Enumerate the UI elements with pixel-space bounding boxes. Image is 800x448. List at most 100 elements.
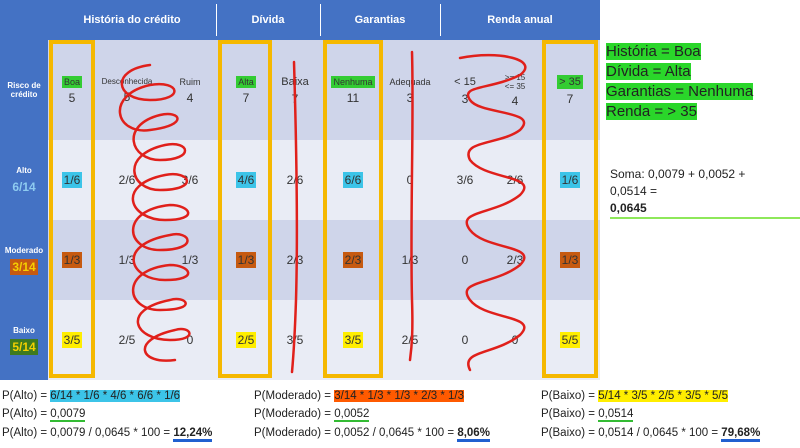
cell-value: 1/3 bbox=[61, 252, 83, 268]
cell-baixo-ruim: 0 bbox=[166, 300, 214, 380]
cell-alto-lt15: 3/6 bbox=[442, 140, 488, 220]
selection-box-boa bbox=[49, 40, 95, 378]
cell-value: 1/3 bbox=[235, 252, 257, 268]
cell-alto-adequada: 0 bbox=[382, 140, 438, 220]
col-label: Ruim bbox=[179, 76, 201, 87]
risco-label: Risco de crédito bbox=[0, 40, 48, 140]
alto-formula-2: P(Alto) = 0,0079 bbox=[2, 408, 86, 422]
col-alta: Alta 7 bbox=[222, 40, 270, 140]
row-label-moderado: Moderado 3/14 bbox=[0, 220, 48, 300]
header-divider bbox=[320, 4, 321, 36]
cell-value: 4/6 bbox=[235, 172, 257, 188]
col-label-bottom: <= 35 bbox=[504, 81, 526, 91]
cell-value: 0 bbox=[406, 173, 414, 187]
cell-baixo-15-35: 0 bbox=[490, 300, 540, 380]
scribble-historia bbox=[118, 63, 191, 362]
col-ruim: Ruim 4 bbox=[166, 40, 214, 140]
prior-prob: 5/14 bbox=[10, 338, 38, 355]
cell-value: 1/3 bbox=[118, 253, 136, 267]
prefix: P(Alto) = bbox=[2, 390, 51, 402]
cell-alto-alta: 4/6 bbox=[222, 140, 270, 220]
cell-baixo-gt35: 5/5 bbox=[546, 300, 594, 380]
soma-line1: Soma: 0,0079 + 0,0052 + bbox=[610, 167, 746, 181]
col-gt35: > 35 7 bbox=[546, 40, 594, 140]
col-nenhuma: Nenhuma 11 bbox=[326, 40, 380, 140]
moderado-expr: 3/14 * 1/3 * 1/3 * 2/3 * 1/3 bbox=[334, 390, 465, 402]
prefix: P(Moderado) = bbox=[254, 408, 335, 420]
header-divider bbox=[440, 4, 441, 36]
cell-value: 0 bbox=[186, 333, 194, 347]
cell-alto-nenhuma: 6/6 bbox=[326, 140, 380, 220]
cell-value: 1/6 bbox=[559, 172, 581, 188]
col-count: 7 bbox=[566, 91, 574, 106]
risco-label-line2: crédito bbox=[10, 90, 38, 99]
col-boa: Boa 5 bbox=[50, 40, 94, 140]
col-label: Boa bbox=[61, 75, 82, 88]
col-label: Desconhecida bbox=[101, 77, 153, 86]
cell-moderado-baixa: 2/3 bbox=[272, 220, 318, 300]
cell-moderado-desconhecida: 1/3 bbox=[94, 220, 160, 300]
cell-value: 0 bbox=[461, 333, 469, 347]
side-line-garantias: Garantias = Nenhuma bbox=[606, 82, 754, 102]
col-count: 4 bbox=[511, 93, 519, 108]
prior-prob: 3/14 bbox=[10, 258, 38, 275]
cell-baixo-boa: 3/5 bbox=[50, 300, 94, 380]
cell-value: 1/6 bbox=[61, 172, 83, 188]
baixo-formula-2: P(Baixo) = 0,0514 bbox=[541, 408, 634, 422]
cell-alto-gt35: 1/6 bbox=[546, 140, 594, 220]
cell-moderado-gt35: 1/3 bbox=[546, 220, 594, 300]
side-highlight: História = Boa bbox=[606, 43, 701, 60]
prior-prob: 6/14 bbox=[12, 179, 36, 194]
baixo-val: 0,0514 bbox=[598, 408, 634, 422]
col-lt15: < 15 3 bbox=[442, 40, 488, 140]
cell-moderado-ruim: 1/3 bbox=[166, 220, 214, 300]
moderado-val: 0,0052 bbox=[334, 408, 370, 422]
cell-value: 3/5 bbox=[61, 332, 83, 348]
prefix: P(Baixo) = bbox=[541, 390, 599, 402]
header-renda: Renda anual bbox=[440, 0, 600, 40]
prefix: P(Moderado) = 0,0052 / 0,0645 * 100 = bbox=[254, 427, 458, 439]
baixo-formula-3: P(Baixo) = 0,0514 / 0,0645 * 100 = 79,68… bbox=[541, 427, 761, 442]
moderado-formula-3: P(Moderado) = 0,0052 / 0,0645 * 100 = 8,… bbox=[254, 427, 490, 442]
side-highlight: Dívida = Alta bbox=[606, 63, 691, 80]
cell-alto-baixa: 2/6 bbox=[272, 140, 318, 220]
cell-value: 1/3 bbox=[401, 253, 419, 267]
row-name: Baixo bbox=[13, 325, 35, 335]
cell-value: 0 bbox=[511, 333, 519, 347]
scribble-baixa bbox=[290, 60, 299, 374]
cell-baixo-lt15: 0 bbox=[442, 300, 488, 380]
row-label-baixo: Baixo 5/14 bbox=[0, 300, 48, 380]
header-garantias: Garantias bbox=[320, 0, 440, 40]
cell-value: 2/5 bbox=[235, 332, 257, 348]
cell-moderado-lt15: 0 bbox=[442, 220, 488, 300]
selection-box-gt35 bbox=[542, 40, 598, 378]
cell-value: 5/5 bbox=[559, 332, 581, 348]
moderado-formula-1: P(Moderado) = 3/14 * 1/3 * 1/3 * 2/3 * 1… bbox=[254, 390, 465, 402]
col-count: 11 bbox=[346, 90, 360, 105]
prefix: P(Baixo) = 0,0514 / 0,0645 * 100 = bbox=[541, 427, 722, 439]
cell-baixo-adequada: 2/5 bbox=[382, 300, 438, 380]
cell-alto-boa: 1/6 bbox=[50, 140, 94, 220]
col-label: > 35 bbox=[557, 74, 583, 89]
side-line-divida: Dívida = Alta bbox=[606, 62, 753, 82]
alto-result: 12,24% bbox=[173, 427, 213, 442]
selection-box-nenhuma bbox=[323, 40, 383, 378]
cell-moderado-alta: 1/3 bbox=[222, 220, 270, 300]
header-dividers bbox=[216, 4, 217, 36]
col-label: Nenhuma bbox=[331, 75, 375, 88]
cell-baixo-desconhecida: 2/5 bbox=[94, 300, 160, 380]
side-notes: História = Boa Dívida = Alta Garantias =… bbox=[606, 42, 754, 122]
alto-formula-3: P(Alto) = 0,0079 / 0,0645 * 100 = 12,24% bbox=[2, 427, 213, 442]
cell-value: 1/3 bbox=[559, 252, 581, 268]
alto-formula-1: P(Alto) = 6/14 * 1/6 * 4/6 * 6/6 * 1/6 bbox=[2, 390, 181, 402]
row-label-alto: Alto 6/14 bbox=[0, 140, 48, 220]
col-adequada: Adequada 3 bbox=[382, 40, 438, 140]
cell-value: 2/3 bbox=[342, 252, 364, 268]
cell-value: 6/6 bbox=[342, 172, 364, 188]
cell-value: 2/6 bbox=[118, 173, 136, 187]
col-count: 4 bbox=[186, 90, 194, 105]
cell-baixo-alta: 2/5 bbox=[222, 300, 270, 380]
side-highlight: Garantias = Nenhuma bbox=[606, 83, 754, 100]
col-count: 3 bbox=[406, 90, 414, 105]
soma-line2: 0,0514 = 0,0645 bbox=[610, 183, 800, 219]
